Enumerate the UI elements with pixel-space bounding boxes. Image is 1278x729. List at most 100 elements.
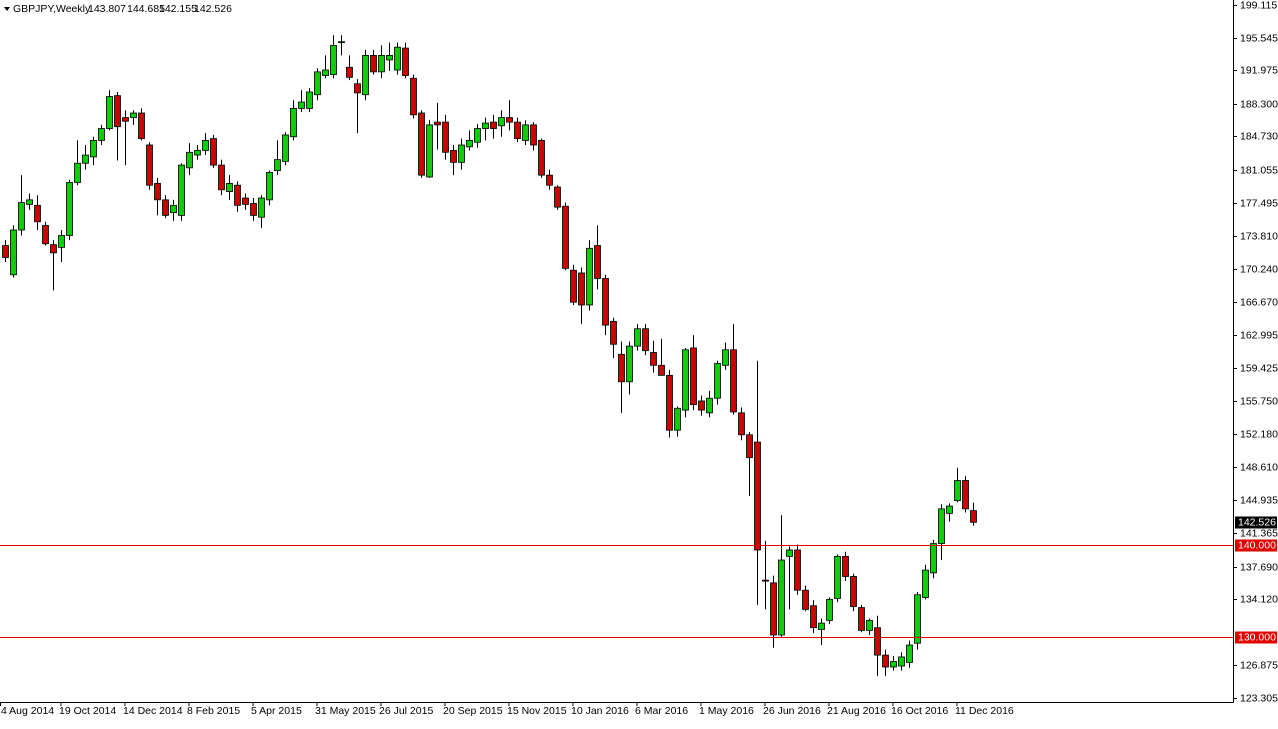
candle-body <box>802 589 809 610</box>
candle-body <box>130 112 137 118</box>
candle-body <box>258 197 265 218</box>
candle-body <box>626 345 633 383</box>
candle-body <box>210 138 217 166</box>
x-tick-label: 5 Apr 2015 <box>251 705 302 717</box>
candle-body <box>402 47 409 76</box>
x-tick-label: 26 Jul 2015 <box>379 705 433 717</box>
candle-body <box>826 598 833 621</box>
candle-body <box>298 101 305 109</box>
level-label-box <box>1235 539 1277 552</box>
candle-body <box>234 184 241 206</box>
x-tick-label: 16 Oct 2016 <box>891 705 948 717</box>
candle-body <box>938 508 945 544</box>
candle-body <box>922 569 929 598</box>
header-high: 144.685 <box>127 3 165 15</box>
candle-body <box>10 229 17 276</box>
y-tick-label: 144.935 <box>1240 494 1278 506</box>
price-label: 142.526 <box>1238 516 1276 528</box>
x-tick-label: 8 Feb 2015 <box>187 705 240 717</box>
candle-body <box>914 594 921 644</box>
x-tick-label: 15 Nov 2015 <box>507 705 567 717</box>
candle-body <box>82 154 89 164</box>
candle-body <box>522 124 529 141</box>
candle-body <box>578 272 585 306</box>
candle-body <box>970 510 977 523</box>
y-tick-label: 170.240 <box>1240 263 1278 275</box>
candle-body <box>322 69 329 76</box>
y-tick-label: 199.115 <box>1240 0 1277 11</box>
candle-body <box>426 124 433 178</box>
candle-body <box>618 353 625 383</box>
candle-body <box>74 162 81 183</box>
candle-body <box>754 441 761 551</box>
candle-body <box>634 328 641 347</box>
candle-body <box>34 204 41 223</box>
candle-body <box>154 182 161 201</box>
candle-body <box>658 364 665 376</box>
header-close: 142.526 <box>194 3 232 15</box>
candle-body <box>226 182 233 193</box>
candle-body <box>506 117 513 123</box>
candle-body <box>530 124 537 146</box>
candle-body <box>786 549 793 557</box>
candle-body <box>794 549 801 591</box>
header-open: 143.807 <box>88 3 126 15</box>
header-arrow <box>4 7 10 11</box>
candle-body <box>962 480 969 510</box>
candle-body <box>362 54 369 96</box>
y-tick-label: 177.495 <box>1240 197 1278 209</box>
candle-body <box>954 480 961 502</box>
candle-body <box>146 144 153 186</box>
candle-body <box>482 122 489 129</box>
candle-body <box>610 321 617 345</box>
candle-body <box>418 112 425 176</box>
candle-body <box>370 54 377 73</box>
x-tick-label: 31 May 2015 <box>315 705 376 717</box>
x-tick-label: 20 Sep 2015 <box>443 705 503 717</box>
candle-body <box>122 117 129 122</box>
y-tick-label: 141.365 <box>1240 527 1278 539</box>
candle-body <box>290 108 297 138</box>
candle-body <box>26 199 33 205</box>
candle-body <box>890 661 897 668</box>
candle-body <box>562 205 569 269</box>
y-tick-label: 126.875 <box>1240 659 1278 671</box>
candle-body <box>314 71 321 96</box>
candle-body <box>698 400 705 411</box>
candle-body <box>346 66 353 78</box>
candle-body <box>594 245 601 279</box>
y-tick-label: 181.055 <box>1240 164 1278 176</box>
candle-body <box>538 140 545 176</box>
candle-body <box>98 128 105 141</box>
candle-body <box>642 328 649 352</box>
y-tick-label: 173.810 <box>1240 230 1278 242</box>
y-tick-label: 155.750 <box>1240 395 1278 407</box>
candle-body <box>674 407 681 431</box>
candle-body <box>458 144 465 163</box>
candle-body <box>858 607 865 631</box>
level-label: 140.000 <box>1238 539 1276 551</box>
candle-body <box>834 555 841 599</box>
header-low: 142.155 <box>159 3 197 15</box>
candle-body <box>738 412 745 436</box>
price-label-box <box>1235 516 1277 529</box>
candle-body <box>170 204 177 214</box>
candle-body <box>770 582 777 636</box>
candle-body <box>706 397 713 414</box>
candle-body <box>474 128 481 143</box>
candle-body <box>930 543 937 574</box>
candle-body <box>178 164 185 216</box>
candle-body <box>570 269 577 303</box>
candle-body <box>722 349 729 366</box>
candle-body <box>338 41 345 44</box>
candle-body <box>250 203 257 216</box>
candle-body <box>850 576 857 608</box>
x-tick-label: 1 May 2016 <box>699 705 754 717</box>
candle-body <box>194 150 201 156</box>
candle-body <box>58 235 65 248</box>
y-tick-label: 148.610 <box>1240 461 1278 473</box>
candle-body <box>218 164 225 191</box>
candle-body <box>498 117 505 127</box>
candle-body <box>818 622 825 630</box>
